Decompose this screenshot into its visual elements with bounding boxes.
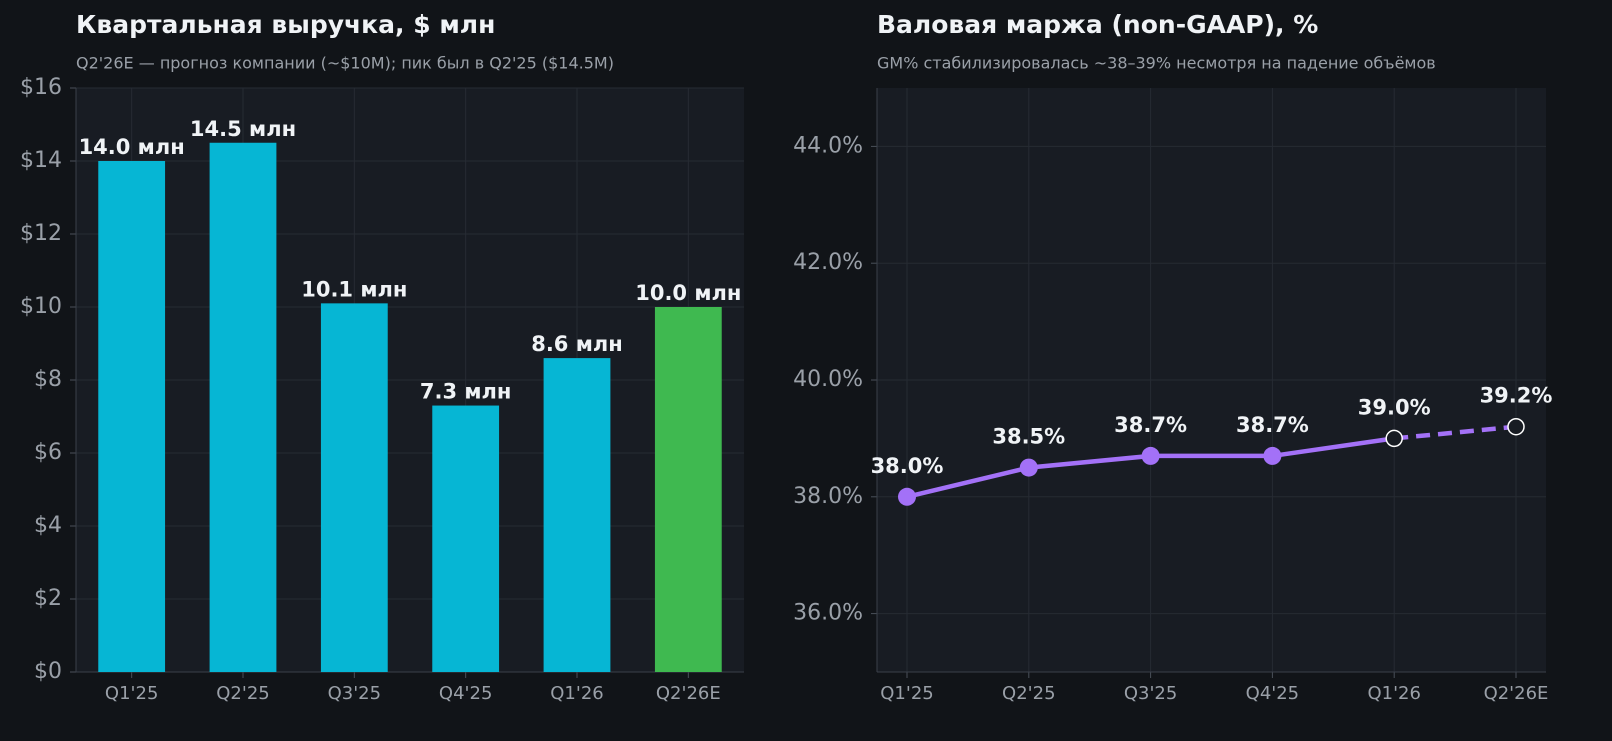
data-label: 38.7%	[1236, 413, 1309, 437]
data-label: 38.7%	[1114, 413, 1187, 437]
chart-title: Валовая маржа (non-GAAP), %	[877, 10, 1318, 39]
line	[1393, 424, 1517, 441]
y-tick-label: $4	[34, 513, 62, 538]
bar	[209, 142, 277, 672]
bar	[654, 307, 722, 672]
x-tick-label: Q4'25	[1246, 683, 1299, 704]
x-tick-label: Q2'26E	[656, 683, 721, 704]
chart-subtitle: Q2'26E — прогноз компании (~$10M); пик б…	[76, 54, 614, 73]
data-label: 14.0 млн	[79, 135, 185, 159]
data-label: 39.0%	[1358, 395, 1431, 419]
data-label: 38.5%	[992, 425, 1065, 449]
y-tick-label: 44.0%	[793, 133, 863, 158]
bar	[543, 358, 611, 672]
data-label: 14.5 млн	[190, 117, 296, 141]
data-label: 39.2%	[1480, 384, 1553, 408]
y-tick-label: $0	[34, 659, 62, 684]
point	[898, 487, 916, 506]
data-label: 38.0%	[871, 454, 944, 478]
y-tick-label: $2	[34, 586, 62, 611]
x-tick-label: Q4'25	[439, 683, 492, 704]
data-label: 7.3 млн	[420, 380, 512, 404]
x-tick-label: Q2'25	[216, 683, 269, 704]
x-tick-label: Q1'26	[1367, 683, 1420, 704]
y-tick-label: $10	[20, 294, 62, 319]
point	[1019, 458, 1038, 477]
bar	[98, 161, 166, 672]
point	[1141, 446, 1160, 465]
x-tick-label: Q3'25	[1124, 683, 1177, 704]
y-tick-label: 42.0%	[793, 250, 863, 275]
x-tick-label: Q3'25	[328, 683, 381, 704]
y-tick-label: 38.0%	[793, 484, 863, 509]
y-tick-label: $6	[34, 440, 62, 465]
y-tick-label: $8	[34, 367, 62, 392]
x-tick-label: Q1'26	[550, 683, 603, 704]
y-tick-label: $14	[20, 148, 62, 173]
x-tick-label: Q2'26E	[1484, 683, 1549, 704]
data-label: 10.1 млн	[301, 277, 407, 301]
bar	[320, 303, 388, 672]
chart-title: Квартальная выручка, $ млн	[76, 10, 495, 39]
data-label: 10.0 млн	[635, 281, 741, 305]
x-tick-label: Q1'25	[105, 683, 158, 704]
x-tick-label: Q1'25	[880, 683, 933, 704]
y-tick-label: $16	[20, 75, 62, 100]
point	[1507, 417, 1525, 436]
x-tick-label: Q2'25	[1002, 683, 1055, 704]
data-label: 8.6 млн	[531, 332, 623, 356]
bar	[432, 405, 500, 672]
y-tick-label: 40.0%	[793, 367, 863, 392]
y-tick-label: 36.0%	[793, 601, 863, 626]
point	[1385, 429, 1403, 448]
point	[1263, 446, 1282, 465]
y-tick-label: $12	[20, 221, 62, 246]
chart-subtitle: GM% стабилизировалась ~38–39% несмотря н…	[877, 54, 1436, 73]
